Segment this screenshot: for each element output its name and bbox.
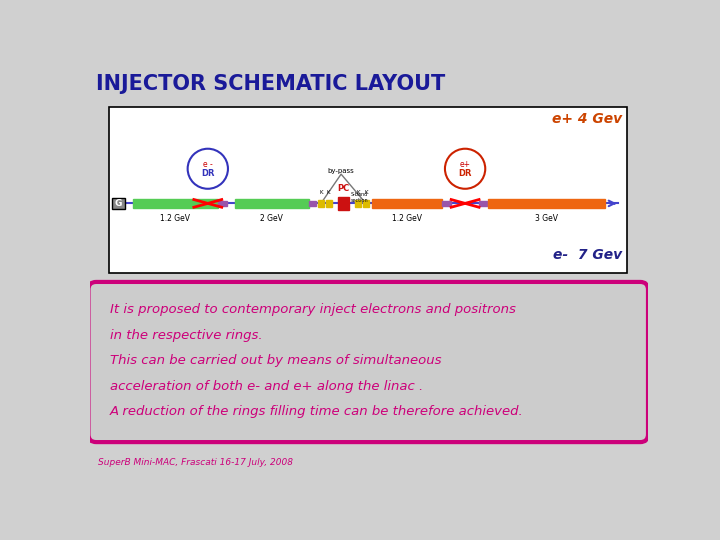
Text: 2 GeV: 2 GeV [260, 214, 283, 223]
Bar [325, 200, 332, 207]
Text: G: G [115, 199, 122, 208]
Bar [132, 199, 218, 208]
Text: in the respective rings.: in the respective rings. [110, 329, 263, 342]
Bar [363, 200, 369, 207]
Text: A reduction of the rings filling time can be therefore achieved.: A reduction of the rings filling time ca… [110, 405, 524, 418]
Bar [372, 199, 442, 208]
Text: K: K [319, 190, 323, 195]
Text: 1.2 GeV: 1.2 GeV [392, 214, 422, 223]
Bar [355, 200, 361, 207]
Bar [235, 199, 309, 208]
Text: e-  7 Gev: e- 7 Gev [553, 248, 622, 262]
Text: PC: PC [337, 184, 349, 193]
FancyBboxPatch shape [89, 282, 648, 442]
Text: DR: DR [459, 169, 472, 178]
Text: acceleration of both e- and e+ along the linac .: acceleration of both e- and e+ along the… [110, 380, 423, 393]
Text: e+ 4 Gev: e+ 4 Gev [552, 112, 622, 126]
Text: S-band
section: S-band section [351, 192, 368, 202]
Text: INJECTOR SCHEMATIC LAYOUT: INJECTOR SCHEMATIC LAYOUT [96, 74, 446, 94]
Bar [479, 201, 487, 206]
Bar [488, 199, 606, 208]
Text: DR: DR [201, 169, 215, 178]
Ellipse shape [188, 148, 228, 189]
Text: e -: e - [203, 160, 212, 168]
Bar [442, 201, 451, 206]
Text: 3 GeV: 3 GeV [535, 214, 558, 223]
FancyBboxPatch shape [112, 198, 125, 209]
Text: e+: e+ [459, 160, 471, 168]
Bar [338, 197, 349, 210]
Bar [218, 201, 228, 206]
Text: SuperB Mini-MAC, Frascati 16-17 July, 2008: SuperB Mini-MAC, Frascati 16-17 July, 20… [98, 458, 293, 467]
Text: K: K [327, 190, 330, 195]
Text: 1.2 GeV: 1.2 GeV [161, 214, 190, 223]
FancyBboxPatch shape [109, 107, 627, 273]
Bar [309, 201, 316, 206]
Text: K: K [364, 190, 368, 195]
Text: by-pass: by-pass [328, 168, 354, 174]
Ellipse shape [445, 148, 485, 189]
Text: K: K [356, 190, 360, 195]
Bar [318, 200, 324, 207]
Text: It is proposed to contemporary inject electrons and positrons: It is proposed to contemporary inject el… [110, 303, 516, 316]
Text: This can be carried out by means of simultaneous: This can be carried out by means of simu… [110, 354, 441, 367]
